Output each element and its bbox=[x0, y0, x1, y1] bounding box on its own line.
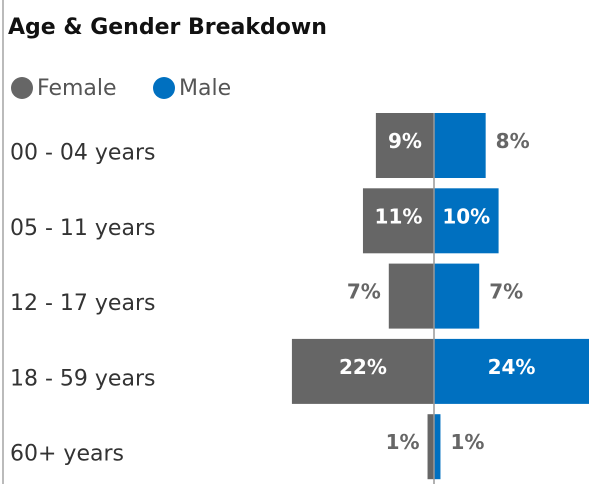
value-label: 10% bbox=[442, 204, 490, 228]
value-label: 1% bbox=[386, 430, 420, 454]
value-label: 11% bbox=[375, 204, 423, 228]
bar bbox=[427, 414, 434, 480]
legend-marker bbox=[153, 77, 175, 99]
value-label: 8% bbox=[496, 129, 530, 153]
category-label: 00 - 04 years bbox=[10, 141, 155, 166]
legend-marker bbox=[11, 77, 33, 99]
bar bbox=[434, 263, 480, 329]
bar bbox=[375, 113, 434, 178]
bar bbox=[434, 113, 486, 178]
chart-title: Age & Gender Breakdown bbox=[8, 15, 327, 40]
value-label: 7% bbox=[489, 280, 523, 304]
legend-label: Male bbox=[179, 76, 231, 101]
bar bbox=[434, 188, 499, 254]
category-label: 12 - 17 years bbox=[10, 291, 155, 316]
bar bbox=[388, 263, 434, 329]
bar bbox=[291, 338, 434, 404]
value-label: 22% bbox=[339, 355, 387, 379]
bar bbox=[362, 188, 434, 254]
value-label: 24% bbox=[488, 355, 536, 379]
value-label: 7% bbox=[347, 280, 381, 304]
category-label: 18 - 59 years bbox=[10, 366, 155, 391]
category-label: 05 - 11 years bbox=[10, 216, 155, 241]
bar bbox=[434, 414, 441, 480]
category-label: 60+ years bbox=[10, 442, 124, 467]
legend-label: Female bbox=[37, 76, 117, 101]
value-label: 1% bbox=[450, 430, 484, 454]
value-label: 9% bbox=[388, 129, 422, 153]
bar bbox=[434, 338, 589, 404]
